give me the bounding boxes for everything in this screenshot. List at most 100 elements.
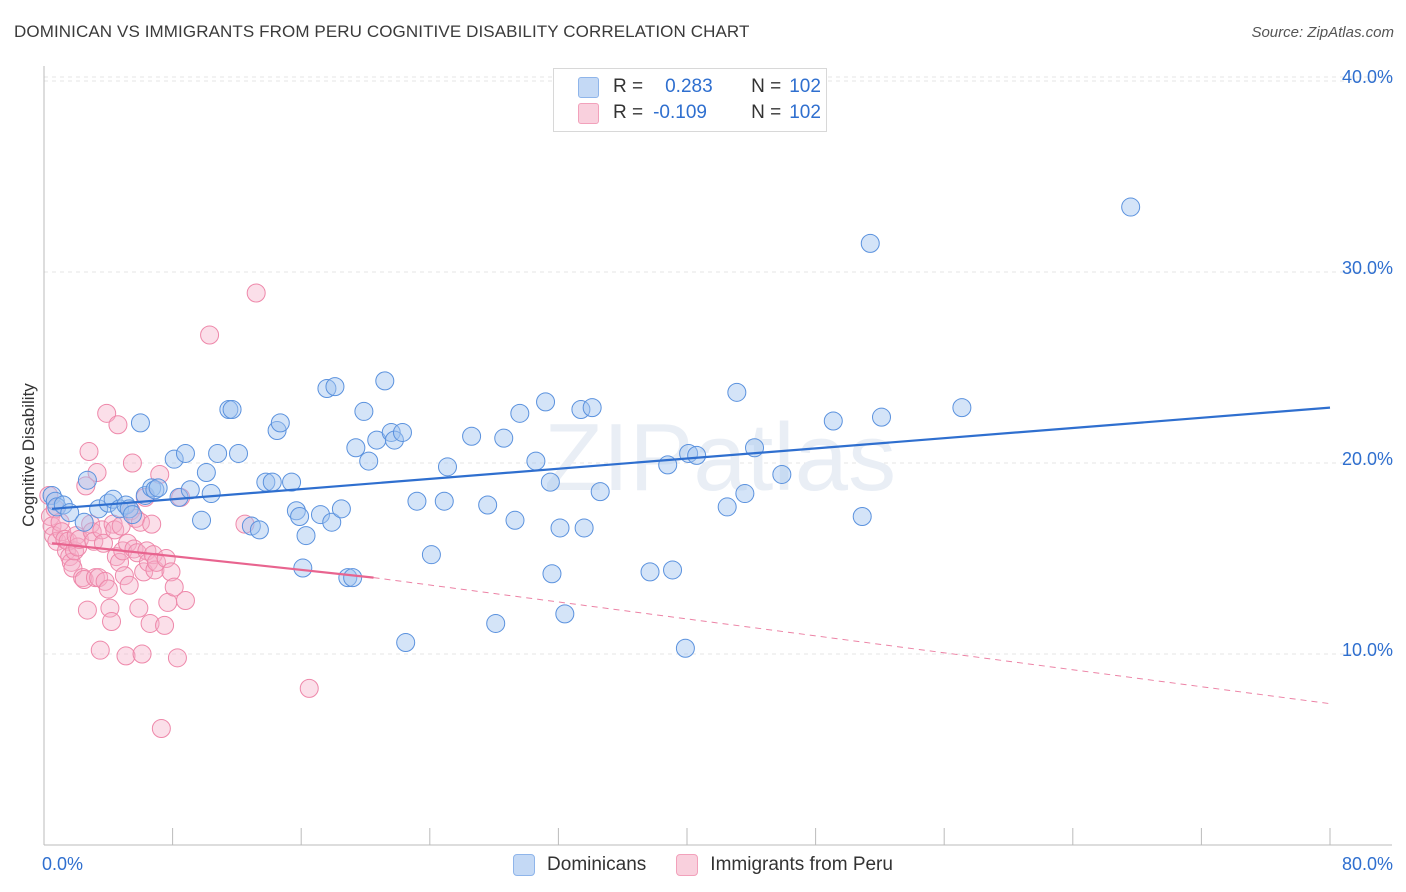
point-dominicans — [296, 526, 316, 546]
point-dominicans — [192, 510, 212, 530]
point-peru — [79, 442, 99, 462]
point-dominicans — [486, 613, 506, 633]
point-dominicans — [375, 371, 395, 391]
point-peru — [299, 678, 319, 698]
point-dominicans — [505, 510, 525, 530]
y-tick-label: 40.0% — [1342, 67, 1393, 87]
watermark: ZIPatlas — [544, 404, 896, 511]
point-dominicans — [663, 560, 683, 580]
point-dominicans — [772, 464, 792, 484]
point-dominicans — [434, 491, 454, 511]
point-dominicans — [267, 421, 287, 441]
correlation-legend: R = 0.283 N = 102 R = -0.109 N = 102 — [553, 68, 827, 132]
point-peru — [175, 591, 195, 611]
trend-line-extension — [373, 577, 1331, 705]
point-dominicans — [437, 457, 457, 477]
trend-line — [51, 406, 1331, 510]
point-dominicans — [286, 501, 306, 521]
point-dominicans — [392, 422, 412, 442]
point-peru — [82, 522, 102, 542]
point-peru — [167, 648, 187, 668]
y-tick-label: 30.0% — [1342, 258, 1393, 278]
point-dominicans — [852, 506, 872, 526]
point-peru — [119, 575, 139, 595]
trend-line — [51, 542, 374, 579]
point-dominicans — [74, 512, 94, 532]
point-peru — [95, 571, 115, 591]
grid-lines — [44, 76, 1392, 655]
source-credit: Source: ZipAtlas.com — [1251, 24, 1394, 41]
point-peru — [97, 403, 117, 423]
point-peru — [114, 566, 134, 586]
point-dominicans — [346, 438, 366, 458]
x-tick-label: 0.0% — [42, 854, 83, 874]
point-dominicans — [343, 568, 363, 588]
legend-label: Dominicans — [547, 854, 647, 875]
point-dominicans — [270, 413, 290, 433]
point-dominicans — [196, 463, 216, 483]
point-peru — [57, 541, 77, 561]
point-dominicans — [640, 562, 660, 582]
point-peru — [87, 463, 107, 483]
legend-swatch-blue — [578, 76, 599, 98]
point-dominicans — [317, 379, 337, 399]
point-dominicans — [359, 451, 379, 471]
point-dominicans — [396, 633, 416, 653]
point-dominicans — [478, 495, 498, 515]
point-dominicans — [542, 564, 562, 584]
legend-row-dominicans: R = 0.283 N = 102 — [578, 75, 821, 99]
point-dominicans — [735, 484, 755, 504]
point-dominicans — [145, 480, 165, 500]
point-dominicans — [381, 422, 401, 442]
point-dominicans — [421, 545, 441, 565]
point-peru — [200, 325, 220, 345]
point-dominicans — [262, 472, 282, 492]
point-dominicans — [510, 403, 530, 423]
point-peru — [63, 558, 83, 578]
point-dominicans — [331, 499, 351, 519]
point-dominicans — [1121, 197, 1141, 217]
point-dominicans — [462, 426, 482, 446]
point-dominicans — [582, 398, 602, 418]
point-peru — [246, 283, 266, 303]
chart-title: DOMINICAN VS IMMIGRANTS FROM PERU COGNIT… — [14, 22, 750, 41]
y-tick-label: 20.0% — [1342, 449, 1393, 469]
y-axis-label: Cognitive Disability — [19, 383, 38, 527]
legend-label: Immigrants from Peru — [710, 854, 893, 875]
point-dominicans — [338, 568, 358, 588]
point-peru — [47, 531, 67, 551]
point-dominicans — [687, 445, 707, 465]
point-dominicans — [540, 472, 560, 492]
point-dominicans — [175, 443, 195, 463]
point-peru — [129, 598, 149, 618]
n-label: N = — [751, 76, 782, 97]
point-dominicans — [148, 478, 168, 498]
point-dominicans — [208, 443, 228, 463]
point-peru — [235, 514, 255, 534]
point-dominicans — [574, 518, 594, 538]
point-peru — [52, 522, 72, 542]
r-label: R = — [613, 76, 644, 97]
point-dominicans — [310, 505, 330, 525]
point-peru — [102, 612, 122, 632]
point-dominicans — [526, 451, 546, 471]
point-dominicans — [282, 472, 302, 492]
point-peru — [98, 579, 118, 599]
point-dominicans — [122, 505, 142, 525]
point-peru — [155, 615, 175, 635]
point-peru — [122, 453, 142, 473]
point-peru — [142, 514, 162, 534]
point-dominicans — [823, 411, 843, 431]
point-dominicans — [222, 400, 242, 420]
y-tick-label: 10.0% — [1342, 640, 1393, 660]
series-legend: Dominicans Immigrants from Peru — [0, 852, 1406, 878]
point-dominicans — [293, 558, 313, 578]
point-dominicans — [229, 443, 249, 463]
trend-lines — [51, 406, 1331, 705]
point-dominicans — [717, 497, 737, 517]
point-dominicans — [77, 470, 97, 490]
point-dominicans — [322, 512, 342, 532]
point-dominicans — [675, 638, 695, 658]
point-dominicans — [550, 518, 570, 538]
point-dominicans — [384, 430, 404, 450]
